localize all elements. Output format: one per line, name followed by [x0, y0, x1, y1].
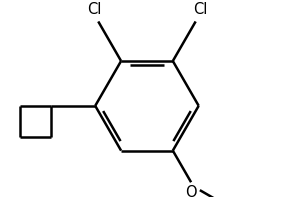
Text: Cl: Cl [87, 2, 101, 17]
Text: Cl: Cl [193, 2, 207, 17]
Text: O: O [185, 184, 197, 199]
